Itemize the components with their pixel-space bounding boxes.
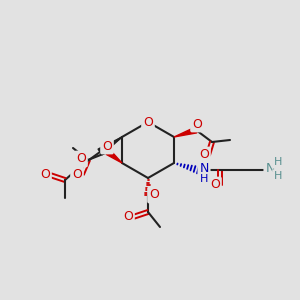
Text: O: O [76,152,86,166]
Text: H: H [274,157,282,167]
Text: O: O [72,167,82,181]
Polygon shape [98,137,122,155]
Text: N: N [265,163,275,176]
Text: O: O [123,211,133,224]
Text: O: O [102,140,112,152]
Polygon shape [174,127,197,137]
Text: O: O [192,118,202,130]
Text: O: O [199,148,209,161]
Text: O: O [40,169,50,182]
Text: O: O [149,188,159,202]
Text: O: O [210,178,220,191]
Polygon shape [106,150,122,163]
Text: H: H [200,174,208,184]
Text: H: H [274,171,282,181]
Text: O: O [143,116,153,128]
Text: N: N [199,163,209,176]
